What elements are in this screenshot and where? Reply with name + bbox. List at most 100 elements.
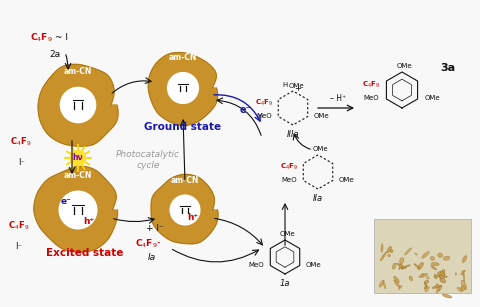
Polygon shape bbox=[34, 166, 118, 252]
Ellipse shape bbox=[441, 271, 445, 276]
Ellipse shape bbox=[438, 273, 445, 274]
Circle shape bbox=[168, 72, 198, 103]
Ellipse shape bbox=[430, 256, 434, 260]
Text: – H⁺: – H⁺ bbox=[330, 94, 346, 103]
Text: hν: hν bbox=[72, 154, 84, 162]
Ellipse shape bbox=[399, 268, 400, 270]
Text: Ground state: Ground state bbox=[144, 122, 222, 132]
Ellipse shape bbox=[405, 248, 411, 255]
Circle shape bbox=[59, 191, 97, 229]
Ellipse shape bbox=[462, 270, 465, 273]
Text: 1a: 1a bbox=[280, 279, 290, 288]
Ellipse shape bbox=[437, 272, 442, 276]
Ellipse shape bbox=[381, 243, 383, 252]
Text: Photocatalytic
cycle: Photocatalytic cycle bbox=[116, 150, 180, 170]
Text: OMe: OMe bbox=[312, 146, 328, 152]
Text: OMe: OMe bbox=[306, 262, 322, 268]
Text: C$_4$F$_9$: C$_4$F$_9$ bbox=[30, 32, 53, 44]
Ellipse shape bbox=[425, 283, 427, 287]
Text: OMe: OMe bbox=[314, 113, 330, 119]
Text: e⁻: e⁻ bbox=[239, 105, 251, 115]
Text: I⁻: I⁻ bbox=[18, 158, 25, 167]
Circle shape bbox=[60, 87, 96, 122]
Ellipse shape bbox=[396, 263, 406, 268]
Text: MeO: MeO bbox=[363, 95, 379, 101]
Ellipse shape bbox=[424, 286, 427, 289]
Text: OMe: OMe bbox=[279, 231, 295, 237]
Text: + I⁻: + I⁻ bbox=[146, 224, 164, 233]
Ellipse shape bbox=[455, 273, 456, 275]
Text: 2a: 2a bbox=[49, 50, 60, 59]
Polygon shape bbox=[151, 174, 218, 244]
Text: C$_4$F$_9$: C$_4$F$_9$ bbox=[255, 98, 273, 108]
Ellipse shape bbox=[443, 294, 452, 298]
Text: h⁺: h⁺ bbox=[188, 213, 199, 222]
Text: OMe: OMe bbox=[425, 95, 441, 101]
Text: C$_4$F$_9$: C$_4$F$_9$ bbox=[362, 80, 380, 90]
Text: C$_4$F$_9$·: C$_4$F$_9$· bbox=[135, 238, 161, 251]
Ellipse shape bbox=[432, 285, 442, 288]
Ellipse shape bbox=[383, 281, 386, 289]
Text: MeO: MeO bbox=[256, 113, 272, 119]
Polygon shape bbox=[38, 64, 118, 146]
Ellipse shape bbox=[434, 274, 437, 279]
Ellipse shape bbox=[462, 256, 467, 262]
Ellipse shape bbox=[398, 286, 402, 290]
Ellipse shape bbox=[431, 266, 437, 270]
Ellipse shape bbox=[380, 252, 386, 261]
Ellipse shape bbox=[422, 252, 429, 258]
Ellipse shape bbox=[431, 262, 439, 266]
Text: +: + bbox=[295, 84, 301, 93]
Ellipse shape bbox=[439, 270, 444, 278]
Ellipse shape bbox=[461, 286, 465, 291]
Ellipse shape bbox=[434, 275, 442, 277]
Text: H: H bbox=[282, 82, 288, 88]
Ellipse shape bbox=[421, 274, 424, 277]
Text: MeO: MeO bbox=[248, 262, 264, 268]
Ellipse shape bbox=[394, 280, 400, 288]
Text: MeO: MeO bbox=[281, 177, 297, 183]
Text: I⁻: I⁻ bbox=[15, 242, 22, 251]
Text: Ia: Ia bbox=[148, 253, 156, 262]
Text: am-CN: am-CN bbox=[64, 67, 92, 76]
Circle shape bbox=[71, 150, 85, 165]
Ellipse shape bbox=[436, 284, 440, 291]
Text: h⁺: h⁺ bbox=[83, 217, 94, 226]
Circle shape bbox=[170, 195, 200, 225]
Ellipse shape bbox=[425, 286, 429, 292]
Ellipse shape bbox=[436, 286, 442, 293]
Ellipse shape bbox=[399, 264, 403, 268]
Ellipse shape bbox=[388, 254, 390, 257]
Text: am-CN: am-CN bbox=[169, 53, 197, 62]
Ellipse shape bbox=[394, 276, 399, 282]
Text: am-CN: am-CN bbox=[64, 171, 92, 180]
Text: IIIa: IIIa bbox=[287, 130, 300, 139]
Ellipse shape bbox=[379, 280, 384, 287]
Ellipse shape bbox=[419, 274, 428, 278]
Ellipse shape bbox=[390, 250, 393, 253]
Text: OMe: OMe bbox=[288, 83, 304, 89]
Ellipse shape bbox=[463, 273, 465, 282]
Ellipse shape bbox=[461, 280, 467, 290]
Ellipse shape bbox=[402, 266, 403, 270]
Ellipse shape bbox=[387, 246, 391, 253]
Text: C$_4$F$_9$: C$_4$F$_9$ bbox=[8, 220, 29, 232]
Ellipse shape bbox=[424, 281, 429, 283]
Ellipse shape bbox=[392, 263, 396, 269]
Text: C$_4$F$_9$: C$_4$F$_9$ bbox=[280, 162, 298, 172]
Text: Excited state: Excited state bbox=[46, 248, 124, 258]
Text: 3a: 3a bbox=[440, 63, 455, 73]
Ellipse shape bbox=[418, 262, 423, 270]
Text: C$_4$F$_9$: C$_4$F$_9$ bbox=[10, 135, 31, 148]
Polygon shape bbox=[148, 52, 217, 126]
Text: OMe: OMe bbox=[339, 177, 355, 183]
Text: e⁻: e⁻ bbox=[60, 197, 71, 206]
Ellipse shape bbox=[440, 278, 445, 283]
Ellipse shape bbox=[409, 276, 413, 281]
Text: am-CN: am-CN bbox=[171, 176, 199, 185]
FancyBboxPatch shape bbox=[374, 219, 471, 293]
Text: OMe: OMe bbox=[396, 63, 412, 69]
Text: ~ I: ~ I bbox=[55, 33, 68, 42]
Ellipse shape bbox=[461, 274, 464, 275]
Text: IIa: IIa bbox=[313, 194, 323, 203]
